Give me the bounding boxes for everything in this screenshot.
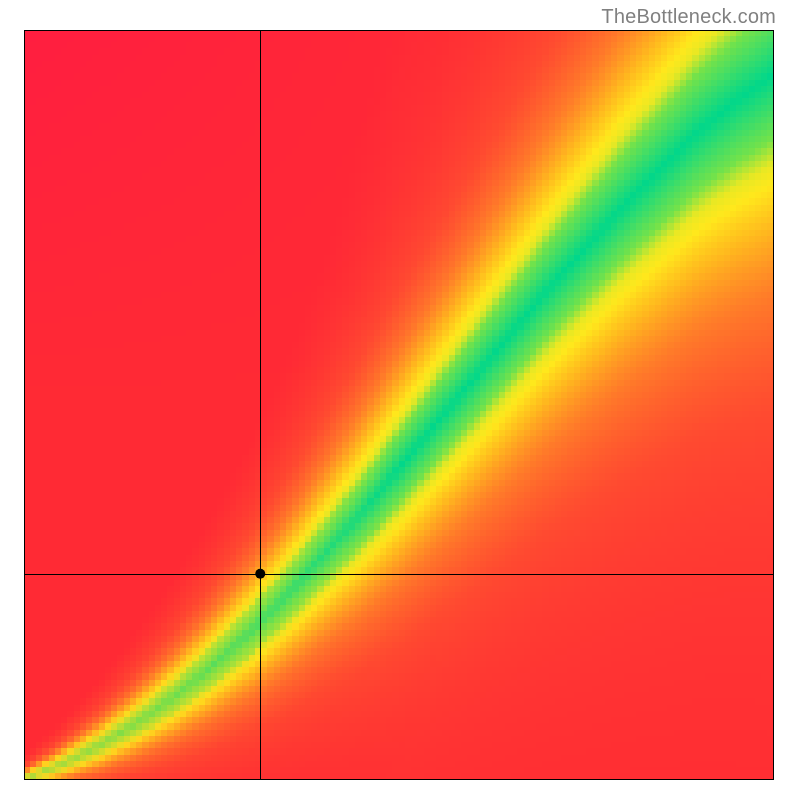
watermark-text: TheBottleneck.com — [601, 6, 776, 29]
chart-container: TheBottleneck.com — [0, 0, 800, 800]
bottleneck-heatmap — [24, 30, 774, 780]
